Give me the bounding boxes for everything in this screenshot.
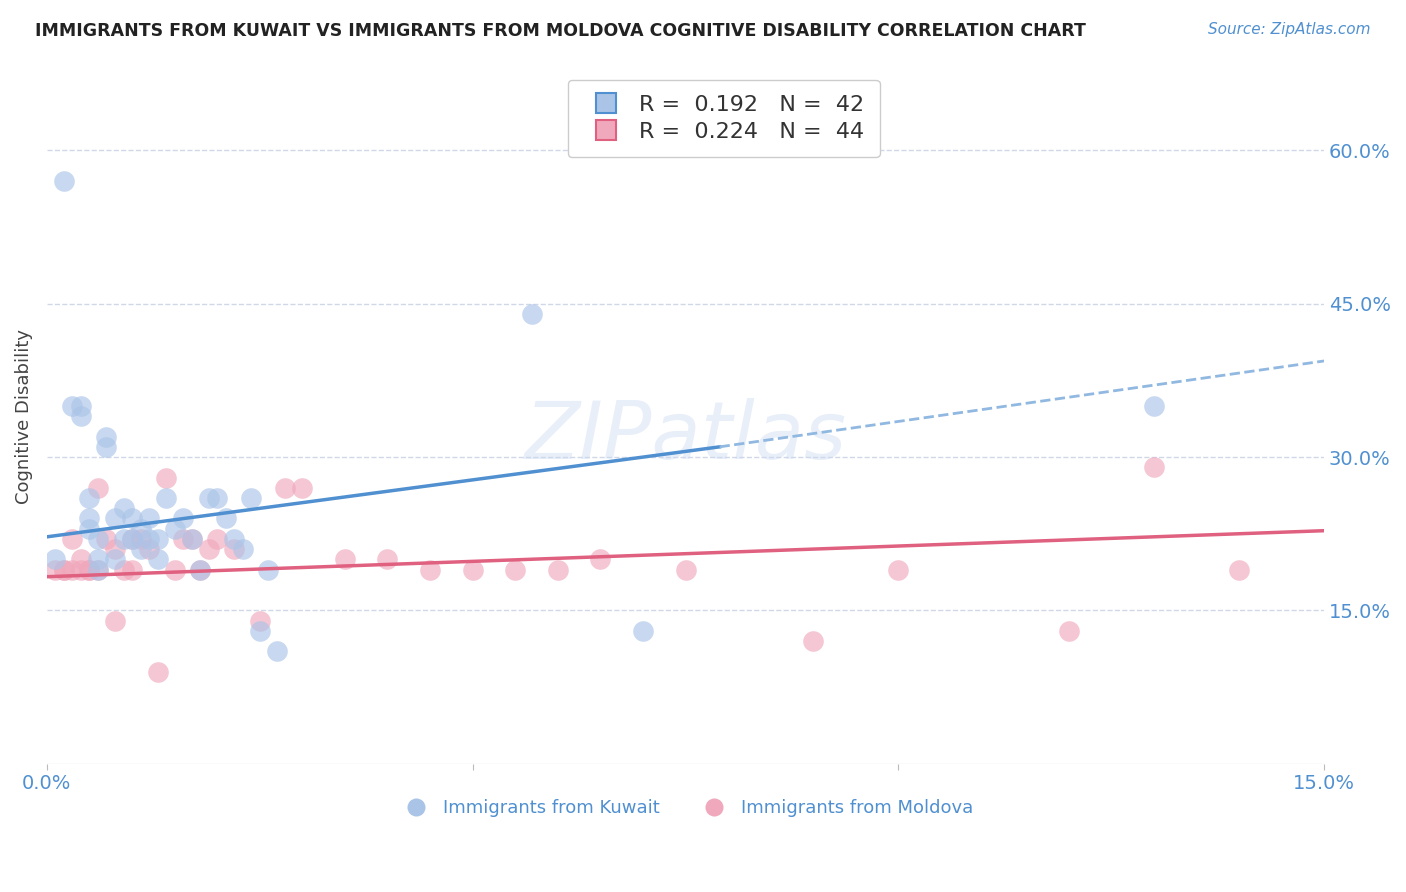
Point — [70, 552, 93, 566]
Point — [52, 563, 75, 577]
Point — [104, 614, 127, 628]
Legend: Immigrants from Kuwait, Immigrants from Moldova: Immigrants from Kuwait, Immigrants from … — [391, 792, 980, 824]
Point — [188, 563, 211, 577]
Point — [146, 665, 169, 679]
Point — [112, 532, 135, 546]
Point — [112, 563, 135, 577]
Point — [461, 563, 484, 577]
Point — [333, 552, 356, 566]
Point — [249, 624, 271, 638]
Text: ZIPatlas: ZIPatlas — [524, 398, 846, 476]
Point — [155, 491, 177, 505]
Point — [180, 532, 202, 546]
Point — [138, 511, 160, 525]
Point — [44, 563, 66, 577]
Point — [52, 174, 75, 188]
Point — [224, 532, 246, 546]
Text: Source: ZipAtlas.com: Source: ZipAtlas.com — [1208, 22, 1371, 37]
Point — [188, 563, 211, 577]
Point — [121, 532, 143, 546]
Point — [62, 399, 84, 413]
Point — [146, 532, 169, 546]
Point — [547, 563, 569, 577]
Point — [104, 552, 127, 566]
Point — [129, 522, 152, 536]
Point — [589, 552, 612, 566]
Point — [87, 481, 110, 495]
Point — [70, 399, 93, 413]
Point — [79, 522, 101, 536]
Point — [675, 563, 697, 577]
Point — [79, 563, 101, 577]
Point — [70, 409, 93, 424]
Point — [79, 511, 101, 525]
Point — [129, 532, 152, 546]
Point — [232, 542, 254, 557]
Point — [1143, 399, 1166, 413]
Point — [205, 491, 228, 505]
Point — [146, 552, 169, 566]
Text: IMMIGRANTS FROM KUWAIT VS IMMIGRANTS FROM MOLDOVA COGNITIVE DISABILITY CORRELATI: IMMIGRANTS FROM KUWAIT VS IMMIGRANTS FRO… — [35, 22, 1085, 40]
Point — [44, 552, 66, 566]
Point — [96, 440, 118, 454]
Point — [631, 624, 654, 638]
Point — [215, 511, 238, 525]
Point — [1057, 624, 1080, 638]
Point — [419, 563, 441, 577]
Point — [121, 532, 143, 546]
Point — [163, 522, 186, 536]
Point — [96, 429, 118, 443]
Point — [257, 563, 280, 577]
Point — [121, 563, 143, 577]
Point — [240, 491, 263, 505]
Point — [129, 542, 152, 557]
Point — [70, 563, 93, 577]
Point — [291, 481, 314, 495]
Point — [172, 511, 194, 525]
Point — [249, 614, 271, 628]
Point — [79, 563, 101, 577]
Point — [96, 532, 118, 546]
Point — [1143, 460, 1166, 475]
Point — [1227, 563, 1250, 577]
Point — [112, 501, 135, 516]
Point — [87, 563, 110, 577]
Point — [87, 532, 110, 546]
Point — [121, 511, 143, 525]
Point — [503, 563, 526, 577]
Point — [155, 470, 177, 484]
Point — [62, 532, 84, 546]
Point — [163, 563, 186, 577]
Point — [377, 552, 399, 566]
Point — [104, 542, 127, 557]
Point — [274, 481, 297, 495]
Point — [180, 532, 202, 546]
Point — [138, 532, 160, 546]
Point — [79, 491, 101, 505]
Point — [138, 542, 160, 557]
Point — [87, 552, 110, 566]
Point — [887, 563, 910, 577]
Y-axis label: Cognitive Disability: Cognitive Disability — [15, 328, 32, 504]
Point — [172, 532, 194, 546]
Point — [104, 511, 127, 525]
Point — [224, 542, 246, 557]
Point — [522, 307, 544, 321]
Point — [87, 563, 110, 577]
Point — [266, 644, 288, 658]
Point — [62, 563, 84, 577]
Point — [197, 542, 219, 557]
Point — [52, 563, 75, 577]
Point — [197, 491, 219, 505]
Point — [205, 532, 228, 546]
Point — [801, 634, 824, 648]
